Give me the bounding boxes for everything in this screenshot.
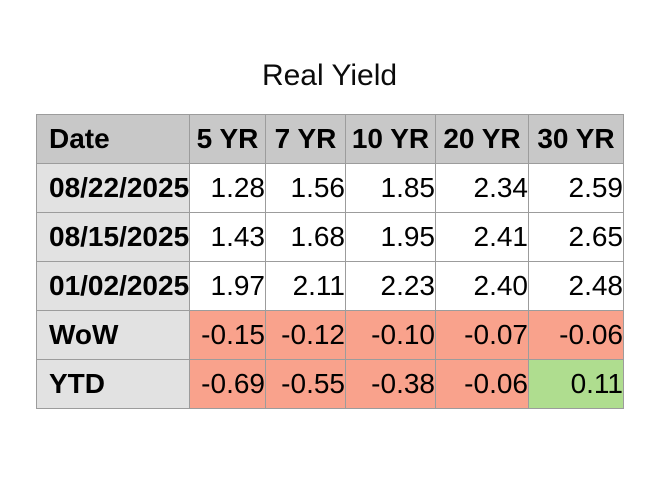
row-label: 01/02/2025 <box>36 261 190 311</box>
value-cell: 0.11 <box>528 359 624 409</box>
row-label: 08/15/2025 <box>36 212 190 262</box>
value-cell: 2.59 <box>528 163 624 213</box>
table-row: 01/02/2025 1.97 2.11 2.23 2.40 2.48 <box>36 261 624 311</box>
value-cell: -0.06 <box>435 359 529 409</box>
value-cell: 1.28 <box>189 163 266 213</box>
table-row: WoW -0.15 -0.12 -0.10 -0.07 -0.06 <box>36 310 624 360</box>
value-cell: -0.12 <box>265 310 346 360</box>
value-cell: 2.65 <box>528 212 624 262</box>
value-cell: 2.11 <box>265 261 346 311</box>
value-cell: 2.40 <box>435 261 529 311</box>
table-row: 08/22/2025 1.28 1.56 1.85 2.34 2.59 <box>36 163 624 213</box>
value-cell: -0.10 <box>345 310 436 360</box>
value-cell: 2.41 <box>435 212 529 262</box>
column-header: 5 YR <box>189 114 266 164</box>
row-label: WoW <box>36 310 190 360</box>
yield-table: Date 5 YR 7 YR 10 YR 20 YR 30 YR 08/22/2025 1.… <box>36 114 624 409</box>
table-row: YTD -0.69 -0.55 -0.38 -0.06 0.11 <box>36 359 624 409</box>
value-cell: 1.68 <box>265 212 346 262</box>
value-cell: 1.85 <box>345 163 436 213</box>
table-row: 08/15/2025 1.43 1.68 1.95 2.41 2.65 <box>36 212 624 262</box>
value-cell: 2.34 <box>435 163 529 213</box>
value-cell: 2.23 <box>345 261 436 311</box>
chart-title: Real Yield <box>261 59 398 92</box>
real-yield-panel: Real Yield Date 5 YR 7 YR 10 YR 20 YR 30 YR 0… <box>36 58 624 409</box>
value-cell: 1.95 <box>345 212 436 262</box>
value-cell: -0.55 <box>265 359 346 409</box>
value-cell: 1.56 <box>265 163 346 213</box>
value-cell: -0.07 <box>435 310 529 360</box>
value-cell: -0.38 <box>345 359 436 409</box>
column-header: 7 YR <box>265 114 346 164</box>
row-label: 08/22/2025 <box>36 163 190 213</box>
value-cell: -0.69 <box>189 359 266 409</box>
value-cell: -0.15 <box>189 310 266 360</box>
column-header: 20 YR <box>435 114 529 164</box>
value-cell: 2.48 <box>528 261 624 311</box>
value-cell: 1.97 <box>189 261 266 311</box>
column-header: 10 YR <box>345 114 436 164</box>
value-cell: 1.43 <box>189 212 266 262</box>
table-body: 08/22/2025 1.28 1.56 1.85 2.34 2.59 08/15/2025… <box>36 163 624 409</box>
table-header: Date 5 YR 7 YR 10 YR 20 YR 30 YR <box>36 114 624 164</box>
header-row: Date 5 YR 7 YR 10 YR 20 YR 30 YR <box>36 114 624 164</box>
row-label: YTD <box>36 359 190 409</box>
column-header-date: Date <box>36 114 190 164</box>
value-cell: -0.06 <box>528 310 624 360</box>
column-header: 30 YR <box>528 114 624 164</box>
